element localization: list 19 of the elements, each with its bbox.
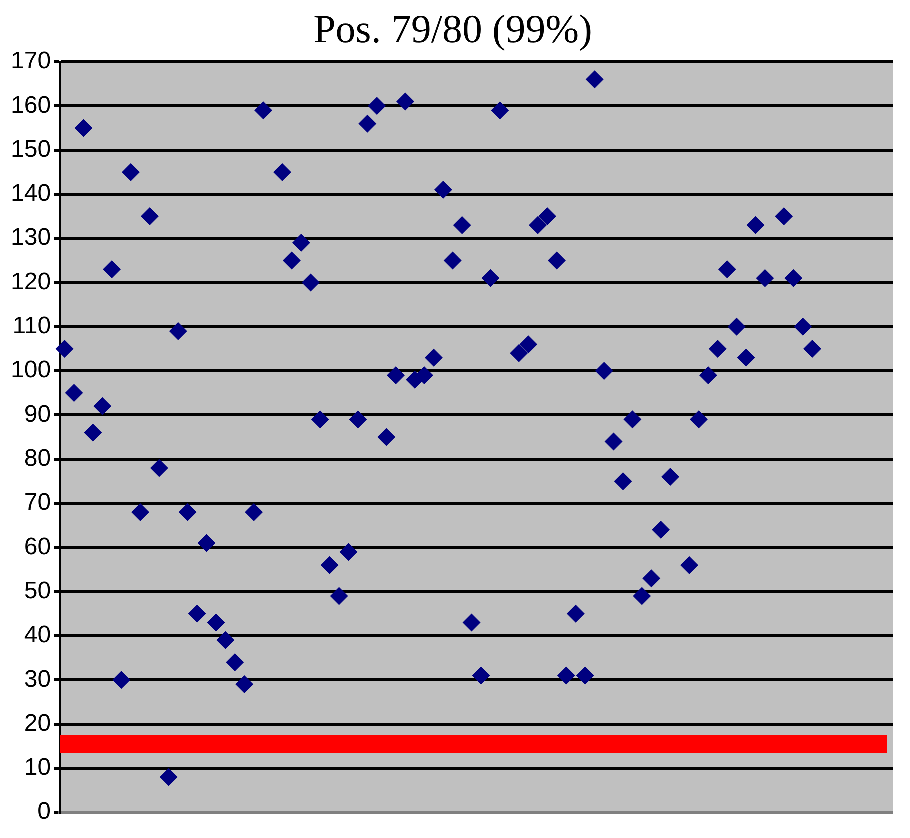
y-tick-label: 0 bbox=[38, 798, 52, 826]
y-tick-label: 80 bbox=[24, 445, 52, 472]
y-tick-label: 10 bbox=[24, 754, 52, 782]
y-tick-label: 150 bbox=[10, 136, 52, 163]
y-tick-label: 40 bbox=[24, 622, 52, 649]
y-tick-label: 50 bbox=[24, 577, 52, 604]
y-tick-label: 110 bbox=[12, 312, 52, 340]
y-tick-label: 70 bbox=[24, 489, 52, 516]
y-tick-label: 130 bbox=[10, 224, 52, 252]
y-tick-label: 20 bbox=[24, 710, 52, 737]
y-tick-label: 170 bbox=[10, 48, 52, 75]
y-tick-label: 90 bbox=[24, 400, 52, 428]
y-tick-label: 120 bbox=[10, 268, 52, 296]
y-tick-label: 60 bbox=[24, 533, 52, 560]
chart-title: Pos. 79/80 (99%) bbox=[314, 6, 592, 52]
y-tick-label: 160 bbox=[10, 92, 52, 119]
y-tick-label: 140 bbox=[10, 180, 52, 208]
y-tick-label: 100 bbox=[10, 356, 52, 384]
y-tick-label: 30 bbox=[24, 666, 52, 693]
